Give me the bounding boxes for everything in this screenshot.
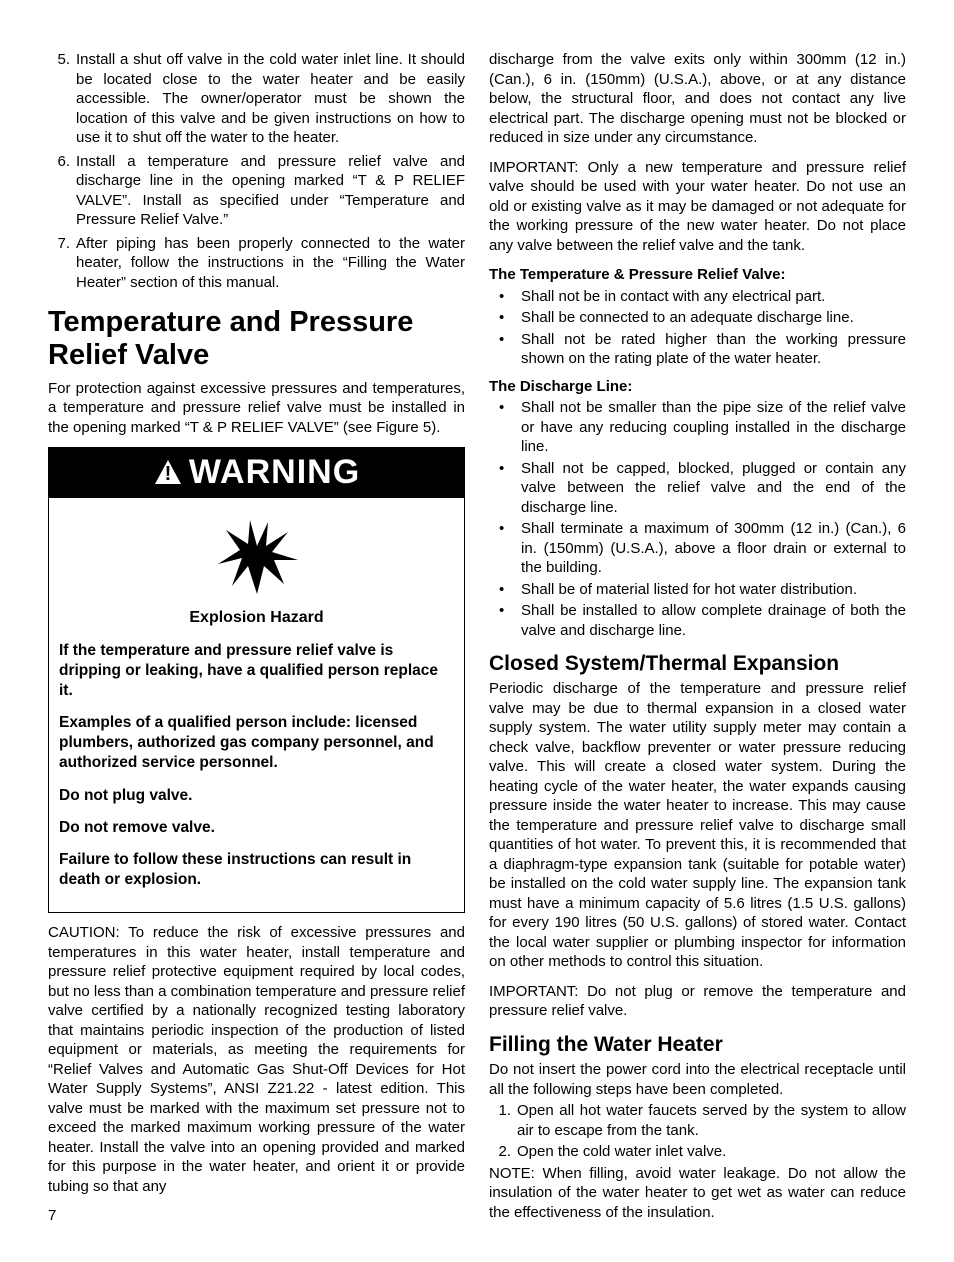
bullet-list: Shall not be in contact with any electri… [489,287,906,369]
list-text: Open all hot water faucets served by the… [517,1102,906,1139]
numbered-list: 1.Open all hot water faucets served by t… [489,1101,906,1162]
list-item: 5.Install a shut off valve in the cold w… [76,50,465,148]
intro-paragraph: For protection against excessive pressur… [48,379,465,438]
continued-list: 5.Install a shut off valve in the cold w… [48,50,465,292]
alert-triangle-icon: ! [153,458,183,486]
svg-text:!: ! [164,463,171,485]
note-paragraph: NOTE: When filling, avoid water leakage.… [489,1164,906,1223]
bullet-item: Shall not be rated higher than the worki… [521,330,906,369]
subsection-heading: Closed System/Thermal Expansion [489,650,906,677]
subhead: The Discharge Line: [489,377,906,397]
list-text: After piping has been properly connected… [76,235,465,291]
section-heading: Temperature and Pressure Relief Valve [48,306,465,373]
body-paragraph: Do not insert the power cord into the el… [489,1060,906,1099]
list-text: Install a temperature and pressure relie… [76,153,465,229]
list-text: Open the cold water inlet valve. [517,1143,726,1160]
important-paragraph: IMPORTANT: Do not plug or remove the tem… [489,982,906,1021]
list-item: 1.Open all hot water faucets served by t… [517,1101,906,1140]
bullet-item: Shall be connected to an adequate discha… [521,308,906,328]
right-column: discharge from the valve exits only with… [489,50,906,1232]
warning-para: Do not remove valve. [59,818,454,838]
caution-paragraph: CAUTION: To reduce the risk of excessive… [48,923,465,1196]
warning-para: If the temperature and pressure relief v… [59,641,454,701]
continued-paragraph: discharge from the valve exits only with… [489,50,906,148]
bullet-item: Shall be of material listed for hot wate… [521,580,906,600]
list-text: Install a shut off valve in the cold wat… [76,51,465,146]
bullet-item: Shall be installed to allow complete dra… [521,601,906,640]
left-column: 5.Install a shut off valve in the cold w… [48,50,465,1232]
page-number: 7 [48,1206,465,1226]
subsection-heading: Filling the Water Heater [489,1031,906,1058]
list-item: 7.After piping has been properly connect… [76,234,465,293]
warning-para: Do not plug valve. [59,786,454,806]
page-columns: 5.Install a shut off valve in the cold w… [48,50,906,1232]
subhead: The Temperature & Pressure Relief Valve: [489,265,906,285]
hazard-label: Explosion Hazard [59,608,454,629]
warning-title: WARNING [189,450,360,494]
body-paragraph: Periodic discharge of the temperature an… [489,679,906,972]
bullet-list: Shall not be smaller than the pipe size … [489,398,906,640]
important-paragraph: IMPORTANT: Only a new temperature and pr… [489,158,906,256]
bullet-item: Shall not be in contact with any electri… [521,287,906,307]
warning-para: Examples of a qualified person include: … [59,713,454,773]
explosion-icon-wrap [59,506,454,608]
list-item: 2.Open the cold water inlet valve. [517,1142,906,1162]
warning-para: Failure to follow these instructions can… [59,850,454,890]
warning-header: ! WARNING [49,448,464,498]
warning-body: Explosion Hazard If the temperature and … [49,498,464,912]
explosion-icon [212,516,302,596]
bullet-item: Shall not be smaller than the pipe size … [521,398,906,457]
list-item: 6.Install a temperature and pressure rel… [76,152,465,230]
bullet-item: Shall terminate a maximum of 300mm (12 i… [521,519,906,578]
warning-box: ! WARNING Explosion Hazard If the temper… [48,447,465,913]
bullet-item: Shall not be capped, blocked, plugged or… [521,459,906,518]
